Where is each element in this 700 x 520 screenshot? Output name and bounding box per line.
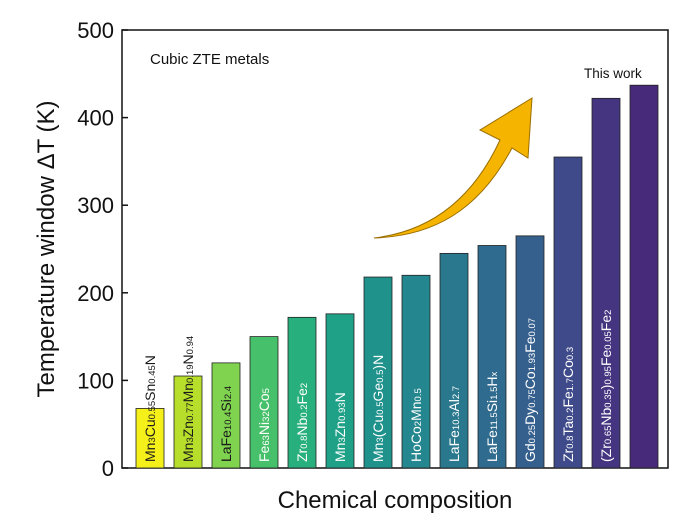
bar [401, 274, 431, 469]
annotation-text: Cubic ZTE metals [150, 51, 269, 68]
x-axis-title: Chemical composition [278, 487, 513, 514]
y-tick-label: 100 [77, 368, 114, 393]
trend-arrow-icon [373, 97, 533, 239]
y-tick-label: 400 [77, 106, 114, 131]
bar [591, 97, 621, 469]
bars-group: Mn3Cu0.55Sn0.45N Mn3Zn0.77Mn0.19N0.94 LaFe… [135, 84, 659, 469]
y-axis-title: Temperature window ΔT (K) [33, 100, 60, 397]
bar [629, 84, 659, 469]
bar [173, 375, 203, 469]
bar [211, 362, 241, 469]
y-tick-label: 300 [77, 193, 114, 218]
bar-label: Fe63Ni32Co5 [256, 388, 272, 462]
bar [477, 245, 507, 469]
y-tick-label: 500 [77, 18, 114, 43]
y-tick-label: 0 [102, 456, 114, 481]
bar-label: LaFe11.5Si1.5Hx [484, 371, 500, 462]
bar-label: LaFe10.4Si2.4 [218, 386, 234, 462]
bar-label: Mn3Zn0.77Mn0.19N0.94 [180, 336, 196, 462]
bar [515, 235, 545, 469]
bar-label: HoCo2Mn0.5 [408, 388, 424, 462]
bar [553, 156, 583, 469]
y-tick-label: 200 [77, 281, 114, 306]
bar [363, 276, 393, 469]
bar [249, 336, 279, 469]
highlight-label: This work [584, 66, 642, 81]
bar [325, 313, 355, 469]
bar-label: LaFe10.3Al2.7 [446, 386, 462, 462]
plot-frame [121, 29, 669, 469]
bar [439, 252, 469, 469]
bar-label: Mn3Cu0.55Sn0.45N [142, 355, 158, 462]
bar [287, 316, 317, 469]
bar [135, 408, 165, 469]
bar-label: Zr0.8Nb0.2Fe2 [294, 383, 310, 462]
bar-label: Mn3(Cu0.5Ge0.5)N [370, 355, 386, 462]
bar-label: Gd0.25Dy0.75Co1.93Fe0.07 [522, 318, 538, 462]
bar-label: Zr0.8Ta0.2Fe1.7Co0.3 [560, 347, 576, 462]
y-axis: 0 100 200 300 400 500 [77, 18, 128, 481]
bar-label: (Zr0.65Nb0.35)0.95Fe0.05Fe2 [598, 310, 614, 462]
bar-label: Mn3Zn0.93N [332, 392, 348, 462]
